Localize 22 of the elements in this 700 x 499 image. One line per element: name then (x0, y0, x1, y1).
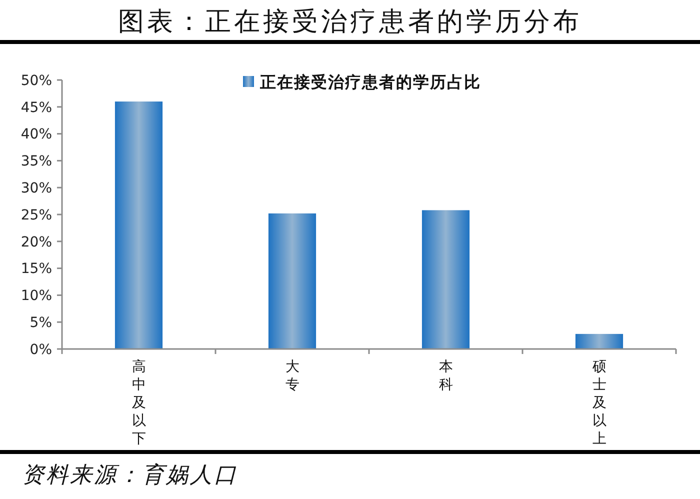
y-tick-label: 0% (30, 342, 52, 358)
legend-label: 正在接受治疗患者的学历占比 (259, 72, 481, 92)
y-tick-label: 35% (20, 154, 52, 170)
x-tick-label: 高中及以下 (132, 359, 146, 447)
x-tick-label: 大专 (285, 359, 300, 393)
y-tick-label: 5% (30, 315, 52, 331)
x-tick-label: 硕士及以上 (591, 359, 606, 447)
y-tick-label: 30% (20, 180, 52, 196)
bar (268, 213, 316, 349)
y-tick-label: 45% (20, 100, 52, 116)
y-tick-label: 15% (20, 261, 52, 278)
bar (422, 210, 470, 349)
y-tick-label: 40% (20, 126, 52, 143)
chart-title: 图表：正在接受治疗患者的学历分布 (118, 7, 582, 37)
y-tick-label: 10% (20, 288, 52, 304)
y-tick-label: 25% (20, 207, 52, 224)
x-tick-label: 本科 (438, 359, 453, 393)
y-tick-label: 50% (20, 72, 52, 89)
y-tick-label: 20% (20, 234, 52, 250)
bar (114, 102, 163, 349)
bar (575, 334, 624, 349)
text: 资料来源：育娲人口 (22, 462, 238, 488)
